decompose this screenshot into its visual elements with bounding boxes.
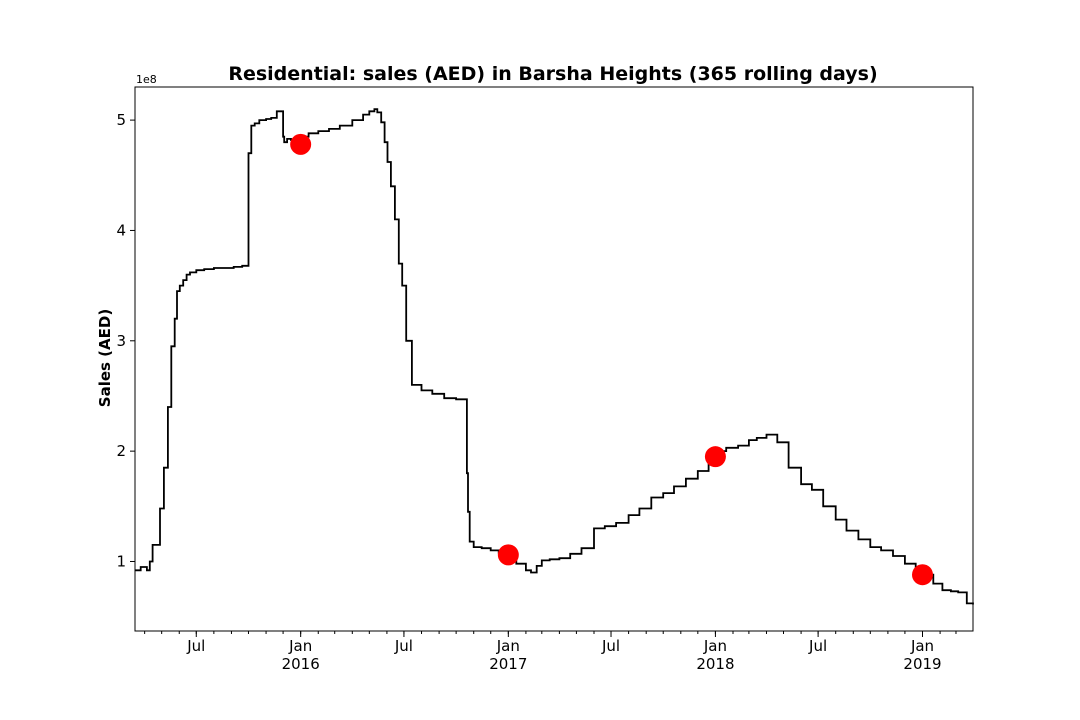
highlight-point (290, 133, 312, 155)
y-tick-label: 4 (116, 221, 126, 239)
x-tick-label: Jul (186, 637, 205, 655)
x-tick-label: Jul (394, 637, 413, 655)
x-tick-label: Jan (496, 637, 520, 655)
x-tick-label: Jan (910, 637, 934, 655)
x-tick-year-label: 2019 (903, 655, 941, 673)
x-tick-label: Jan (288, 637, 312, 655)
x-tick-label: Jul (808, 637, 827, 655)
x-tick-year-label: 2017 (489, 655, 527, 673)
chart-title: Residential: sales (AED) in Barsha Heigh… (228, 63, 877, 85)
x-tick-label: Jul (601, 637, 620, 655)
y-tick-label: 3 (116, 332, 126, 350)
highlight-point (912, 564, 934, 586)
y-tick-label: 1 (116, 552, 126, 570)
series-line (135, 108, 974, 605)
x-tick-year-label: 2016 (282, 655, 320, 673)
highlight-point (704, 446, 726, 468)
y-tick-label: 5 (116, 111, 126, 129)
y-axis-multiplier: 1e8 (136, 73, 157, 86)
plot-frame (134, 86, 974, 632)
y-axis-label: Sales (AED) (96, 309, 114, 407)
x-tick-label: Jan (703, 637, 727, 655)
highlight-point (497, 544, 519, 566)
y-tick-label: 2 (116, 442, 126, 460)
x-tick-year-label: 2018 (696, 655, 734, 673)
